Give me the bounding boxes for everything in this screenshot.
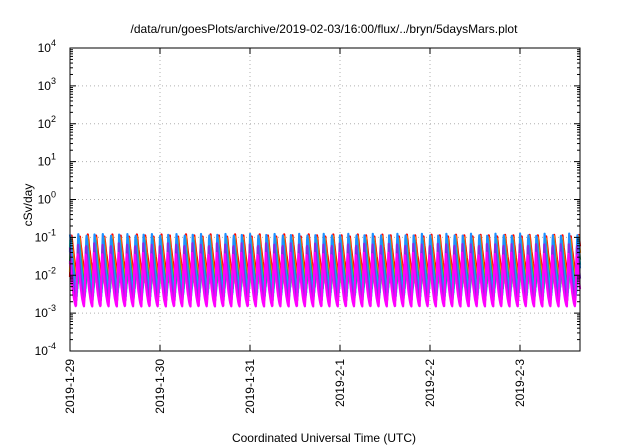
axes: 10-4 10-3 10-2 10-1 100 101 102 103 104 2019-1-29… bbox=[35, 38, 580, 414]
y-tick-label: 10-3 bbox=[35, 303, 56, 320]
x-tick-label: 2019-1-29 bbox=[63, 359, 77, 414]
x-tick-label: 2019-2-3 bbox=[513, 359, 527, 407]
chart-title: /data/run/goesPlots/archive/2019-02-03/1… bbox=[131, 22, 519, 36]
y-tick-label: 10-2 bbox=[35, 265, 56, 282]
x-tick-label: 2019-2-2 bbox=[423, 359, 437, 407]
x-tick-label: 2019-2-1 bbox=[333, 359, 347, 407]
series-line bbox=[68, 242, 582, 302]
plot-series bbox=[68, 232, 582, 308]
grid-lines bbox=[70, 48, 580, 351]
series-line bbox=[68, 251, 582, 308]
y-axis-label: cSv/day bbox=[21, 184, 35, 227]
y-tick-label: 10-4 bbox=[35, 341, 56, 358]
x-tick-label: 2019-1-31 bbox=[243, 359, 257, 414]
y-tick-label: 103 bbox=[38, 76, 56, 93]
y-tick-label: 102 bbox=[38, 114, 56, 131]
x-axis-label: Coordinated Universal Time (UTC) bbox=[232, 431, 416, 445]
y-tick-label: 100 bbox=[38, 190, 56, 207]
y-tick-label: 104 bbox=[38, 38, 56, 55]
x-tick-label: 2019-1-30 bbox=[153, 359, 167, 414]
y-tick-label: 10-1 bbox=[35, 227, 56, 244]
y-tick-label: 101 bbox=[38, 152, 56, 169]
